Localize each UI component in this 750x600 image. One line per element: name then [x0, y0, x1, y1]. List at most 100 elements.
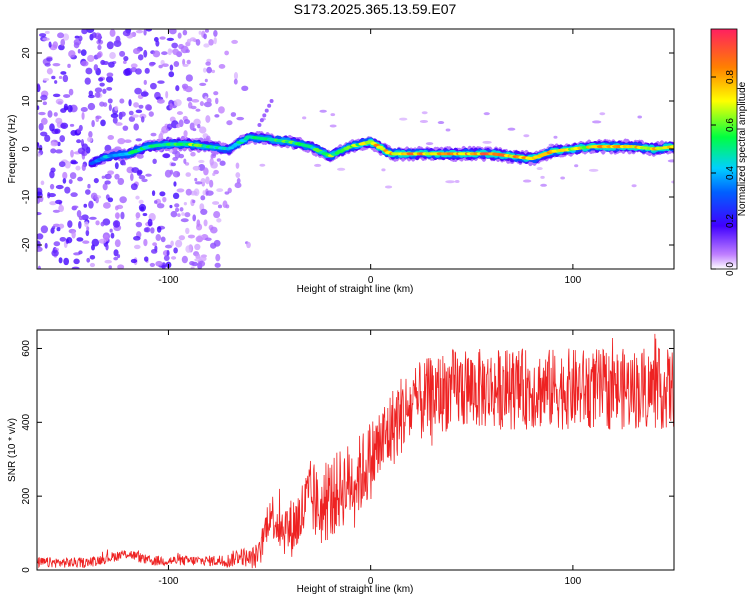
noise-speckle — [553, 135, 558, 139]
noise-speckle — [230, 112, 237, 117]
noise-speckle — [50, 148, 57, 154]
noise-speckle — [172, 170, 181, 178]
noise-speckle — [143, 227, 149, 233]
noise-speckle — [58, 204, 64, 213]
noise-speckle — [37, 153, 41, 157]
noise-speckle — [77, 176, 83, 182]
noise-speckle — [99, 82, 105, 87]
noise-speckle — [184, 212, 191, 218]
noise-speckle — [162, 153, 171, 159]
noise-speckle — [135, 138, 143, 142]
noise-speckle — [445, 180, 456, 184]
noise-speckle — [336, 167, 346, 171]
noise-speckle — [130, 258, 138, 264]
noise-speckle — [59, 135, 66, 143]
noise-speckle — [50, 141, 58, 147]
noise-speckle — [257, 123, 262, 127]
noise-speckle — [210, 226, 218, 234]
noise-speckle — [102, 183, 108, 191]
noise-speckle — [419, 119, 429, 123]
noise-speckle — [190, 151, 196, 157]
noise-speckle — [76, 237, 84, 242]
noise-speckle — [133, 123, 139, 131]
noise-speckle — [158, 64, 163, 69]
colorbar-tick-label: 0.6 — [725, 118, 736, 132]
noise-speckle — [166, 123, 173, 130]
noise-speckle — [96, 52, 102, 59]
noise-speckle — [153, 200, 158, 204]
noise-speckle — [233, 72, 239, 80]
noise-speckle — [186, 97, 193, 102]
y-tick-label: 200 — [21, 487, 32, 504]
noise-speckle — [522, 179, 532, 183]
noise-speckle — [67, 220, 73, 228]
noise-speckle — [104, 259, 112, 264]
noise-speckle — [114, 205, 119, 211]
noise-speckle — [66, 236, 73, 244]
noise-speckle — [149, 262, 156, 267]
noise-speckle — [216, 188, 224, 193]
noise-speckle — [73, 42, 80, 49]
x-tick-label: 0 — [368, 576, 374, 587]
noise-speckle — [148, 111, 154, 117]
noise-speckle — [179, 207, 184, 212]
noise-speckle — [60, 122, 69, 129]
noise-speckle — [137, 54, 144, 61]
noise-speckle — [183, 119, 191, 125]
noise-speckle — [99, 101, 105, 107]
y-tick-label: -10 — [21, 189, 32, 204]
noise-speckle — [202, 67, 207, 73]
noise-speckle — [176, 111, 183, 115]
noise-speckle — [94, 92, 101, 98]
noise-speckle — [482, 140, 492, 144]
noise-speckle — [130, 173, 134, 182]
noise-speckle — [174, 203, 180, 208]
noise-speckle — [217, 204, 223, 209]
noise-speckle — [199, 203, 205, 211]
noise-speckle — [58, 223, 65, 229]
noise-speckle — [81, 112, 85, 120]
noise-speckle — [198, 30, 202, 35]
noise-speckle — [182, 29, 188, 36]
noise-speckle — [204, 96, 208, 100]
noise-speckle — [54, 128, 61, 134]
noise-speckle — [54, 80, 58, 84]
noise-speckle — [425, 142, 434, 146]
noise-speckle — [205, 176, 210, 185]
noise-speckle — [200, 208, 208, 216]
noise-speckle — [172, 48, 179, 56]
noise-speckle — [38, 123, 44, 131]
noise-speckle — [195, 38, 201, 46]
noise-speckle — [264, 108, 269, 113]
noise-speckle — [156, 203, 165, 209]
noise-speckle — [185, 74, 193, 82]
noise-speckle — [203, 43, 210, 48]
noise-speckle — [55, 98, 64, 105]
noise-speckle — [214, 262, 221, 268]
noise-speckle — [188, 244, 193, 250]
noise-speckle — [64, 186, 71, 194]
noise-speckle — [87, 102, 96, 111]
noise-speckle — [40, 131, 48, 137]
noise-speckle — [114, 212, 120, 219]
noise-speckle — [70, 192, 78, 198]
noise-speckle — [71, 266, 80, 269]
noise-speckle — [38, 144, 43, 152]
noise-speckle — [37, 212, 42, 216]
noise-speckle — [37, 265, 42, 269]
noise-speckle — [171, 42, 178, 49]
noise-speckle — [214, 114, 220, 118]
noise-speckle — [80, 60, 89, 67]
noise-speckle — [49, 123, 55, 132]
colorbar-axis: 0.0 0.2 0.4 0.6 0.8 — [711, 70, 736, 276]
noise-speckle — [138, 104, 144, 109]
noise-speckle — [46, 68, 53, 75]
noise-speckle — [40, 117, 48, 125]
noise-speckle — [107, 197, 114, 203]
noise-speckle — [185, 227, 190, 235]
noise-speckle — [107, 174, 112, 179]
noise-speckle — [49, 201, 57, 206]
noise-speckle — [196, 219, 201, 227]
noise-speckle — [195, 253, 201, 260]
